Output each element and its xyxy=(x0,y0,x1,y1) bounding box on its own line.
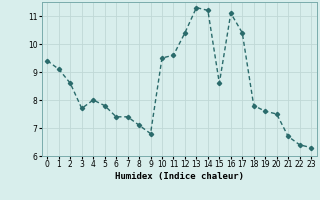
X-axis label: Humidex (Indice chaleur): Humidex (Indice chaleur) xyxy=(115,172,244,181)
